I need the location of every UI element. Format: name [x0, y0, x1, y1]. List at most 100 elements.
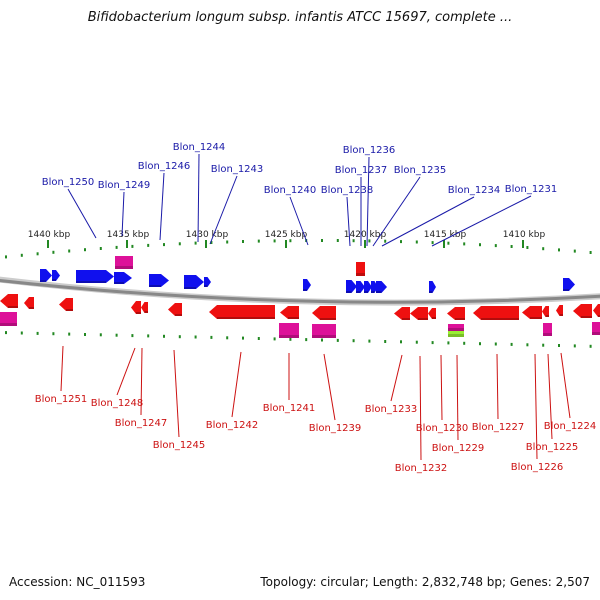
top-leader-line [381, 196, 475, 247]
forward-gene-arrow [429, 281, 436, 293]
accession-text: Accession: NC_011593 [9, 575, 146, 589]
tick-dot-lower [573, 344, 576, 348]
tick-dot-upper [573, 249, 576, 253]
rna-box [115, 256, 133, 269]
bottom-leader-line [560, 352, 571, 419]
tick-label: 1410 kbp [503, 230, 546, 240]
top-leader-line [289, 196, 309, 246]
rna-box [543, 323, 552, 336]
top-leader-line [366, 156, 370, 247]
bottom-leader-line [60, 345, 64, 392]
bottom-gene-label: Blon_1227 [472, 422, 525, 433]
tick-dot-upper [321, 239, 323, 242]
major-tick [285, 240, 287, 248]
reverse-gene-arrow [522, 306, 542, 319]
tick-dot-lower [194, 335, 197, 339]
top-gene-label: Blon_1237 [335, 165, 388, 176]
major-tick [443, 240, 445, 248]
top-leader-line [159, 172, 165, 241]
forward-gene-arrow-shade [563, 289, 569, 291]
tick-label: 1420 kbp [344, 230, 387, 240]
forward-gene-arrow-shade [364, 291, 368, 293]
bottom-gene-label: Blon_1224 [544, 421, 597, 432]
tick-dot-lower [5, 331, 7, 335]
bottom-gene-label: Blon_1239 [309, 423, 362, 434]
tick-dot-lower [336, 338, 339, 342]
map-title: Bifidobacterium longum subsp. infantis A… [87, 10, 513, 25]
reverse-gene-arrow [24, 297, 34, 309]
rna-box-shade [0, 323, 17, 326]
tick-dot-upper [400, 240, 402, 244]
tick-dot-upper [20, 253, 23, 257]
reverse-gene-arrow-shade [559, 314, 563, 316]
tick-dot-upper [431, 241, 434, 245]
tick-dot-upper [542, 247, 545, 251]
top-gene-label: Blon_1235 [394, 165, 447, 176]
rna-box [356, 262, 365, 276]
tick-dot-upper [242, 240, 244, 243]
rna-box-shade [592, 332, 600, 335]
top-gene-label: Blon_1231 [505, 184, 558, 195]
reverse-gene-arrow-shade [29, 307, 34, 309]
top-gene-label: Blon_1236 [343, 145, 396, 156]
tick-dot-upper [415, 240, 418, 244]
tick-dot-lower [526, 343, 529, 347]
tick-dot-lower [510, 342, 513, 346]
reverse-gene-arrow [447, 307, 465, 320]
top-leader-line [121, 191, 125, 237]
tick-dot-lower [147, 334, 150, 338]
forward-gene-arrow [364, 281, 372, 293]
tick-dot-lower [542, 343, 545, 347]
tick-dot-lower [305, 338, 308, 342]
top-gene-labels: Blon_1250 Blon_1249 Blon_1246 Blon_1244 Blon… [42, 142, 558, 247]
rna-box-shade [448, 328, 464, 331]
tick-dot-upper [131, 244, 134, 248]
tick-dot-upper [115, 245, 118, 249]
forward-gene-arrow [303, 279, 311, 291]
reverse-gene-arrow-shade [581, 316, 592, 318]
tick-dot-lower [210, 335, 213, 339]
forward-gene-arrow-shade [76, 281, 106, 283]
tick-dot-lower [321, 338, 323, 342]
tick-dot-upper [447, 241, 450, 245]
forward-gene-arrow-shade [52, 279, 56, 281]
reverse-gene-arrow [141, 302, 148, 313]
tick-dot-lower [289, 337, 292, 341]
rna-box [448, 331, 464, 337]
reverse-gene-arrow [209, 305, 275, 319]
forward-gene-arrow-shade [346, 291, 352, 293]
tick-dot-lower [226, 336, 229, 340]
tick-dot-upper [257, 239, 260, 243]
reverse-gene-arrow [0, 294, 18, 308]
top-gene-label: Blon_1238 [321, 185, 374, 196]
tick-dot-lower [589, 344, 592, 348]
tick-dot-upper [479, 243, 481, 247]
tick-dot-upper [163, 243, 165, 247]
rna-box-shade [279, 335, 299, 338]
top-gene-label: Blon_1244 [173, 142, 226, 153]
tick-dot-lower [178, 335, 181, 339]
bottom-gene-label: Blon_1229 [432, 443, 485, 454]
reverse-gene-arrow [168, 303, 182, 316]
tick-dot-lower [99, 333, 102, 337]
forward-gene-arrow [114, 272, 132, 284]
rna-box [448, 324, 464, 331]
tick-dot-lower [400, 340, 402, 344]
reverse-gene-arrow [556, 305, 563, 316]
tick-dot-lower [115, 333, 118, 337]
tick-dot-upper [147, 243, 150, 247]
forward-gene-arrow [346, 280, 357, 293]
reverse-gene-arrow [59, 298, 73, 311]
reverse-gene-arrow-shade [455, 318, 465, 320]
forward-gene-arrow-shade [114, 282, 124, 284]
top-leader-line [372, 176, 421, 247]
forward-gene-arrow-shade [303, 289, 307, 291]
top-gene-label: Blon_1249 [98, 180, 151, 191]
reverse-gene-arrow [280, 306, 299, 319]
reverse-gene-arrow-shade [8, 306, 18, 308]
forward-gene-arrow [52, 270, 60, 281]
top-leader-line [431, 195, 532, 247]
tick-dot-lower [352, 339, 355, 343]
tick-dot-upper [494, 244, 497, 248]
